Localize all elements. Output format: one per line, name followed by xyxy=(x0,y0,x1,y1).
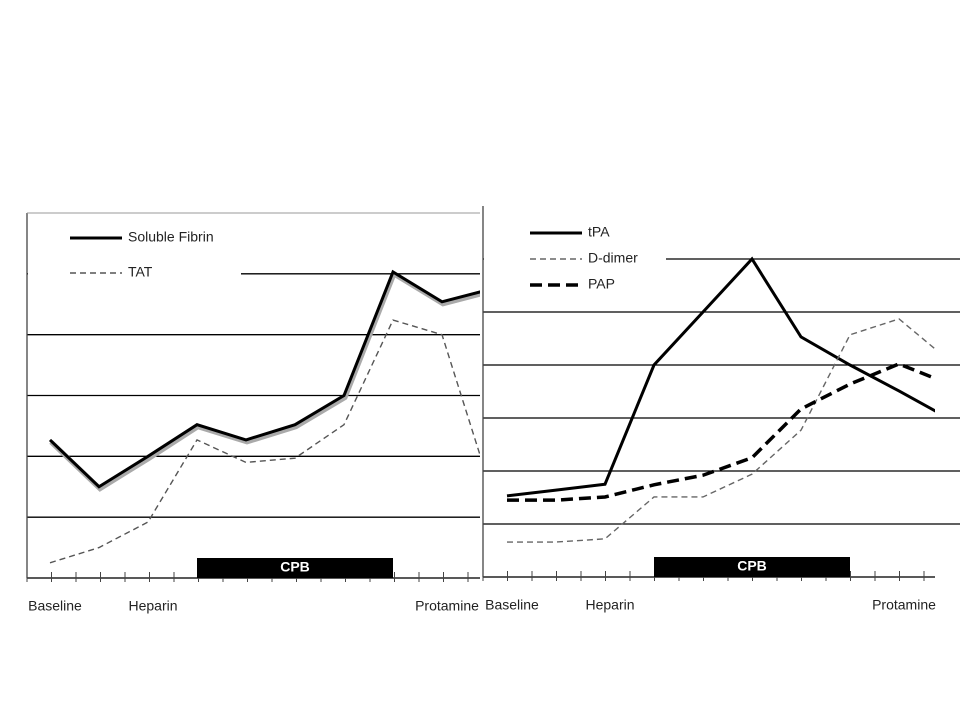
legend-label: tPA xyxy=(588,224,610,240)
cpb-label: CPB xyxy=(737,558,767,574)
series-line xyxy=(49,319,480,564)
cpb-label: CPB xyxy=(280,559,310,575)
legend-bg xyxy=(28,263,241,283)
x-tick-label: Protamine xyxy=(872,597,936,613)
x-tick-label: Heparin xyxy=(585,597,634,613)
x-tick-label: Baseline xyxy=(28,598,82,614)
plot-area xyxy=(48,269,480,564)
cpb-bar xyxy=(654,557,850,577)
legend-label: TAT xyxy=(128,264,153,280)
cpb-bar xyxy=(197,558,393,578)
series-line xyxy=(507,362,935,502)
series-line xyxy=(48,269,480,489)
series-line xyxy=(506,256,935,498)
x-tick-label: Baseline xyxy=(485,597,539,613)
legend-label: PAP xyxy=(588,276,615,292)
plot-area xyxy=(506,256,935,543)
x-tick-label: Heparin xyxy=(128,598,177,614)
legend-bg xyxy=(28,228,241,248)
x-tick-label: Protamine xyxy=(415,598,479,614)
legend-label: D-dimer xyxy=(588,250,638,266)
series-line xyxy=(507,318,935,543)
legend-label: Soluble Fibrin xyxy=(128,229,214,245)
